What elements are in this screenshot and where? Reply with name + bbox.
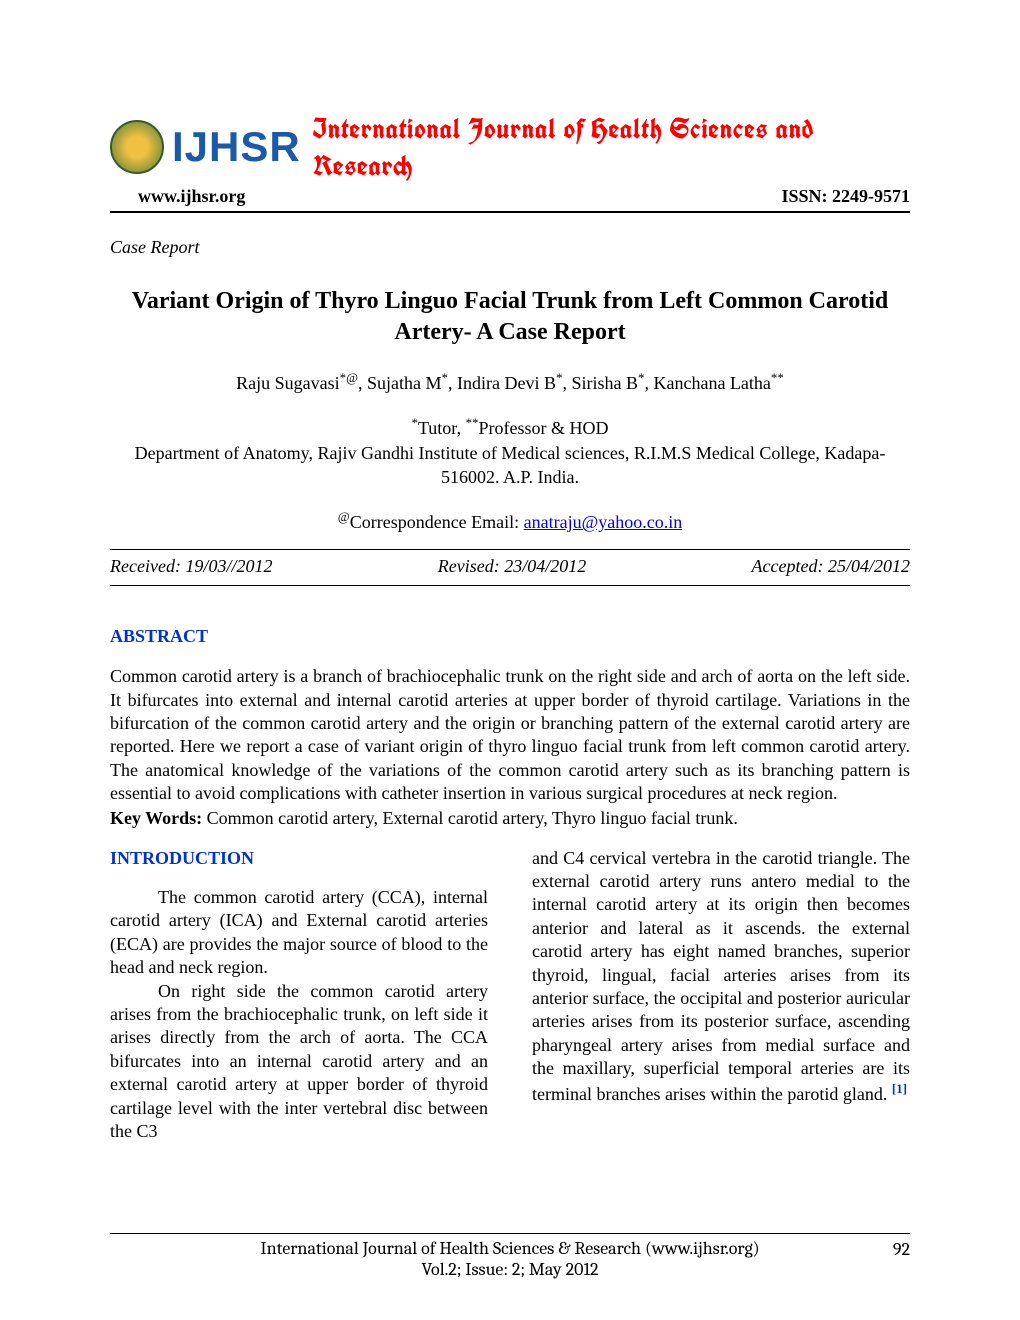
author-list: Raju Sugavasi*@, Sujatha M*, Indira Devi… <box>110 370 910 394</box>
keywords-text: Common carotid artery, External carotid … <box>207 808 738 828</box>
affiliation-dept: Department of Anatomy, Rajiv Gandhi Inst… <box>110 441 910 490</box>
page-footer: International Journal of Health Sciences… <box>110 1221 910 1280</box>
article-title: Variant Origin of Thyro Linguo Facial Tr… <box>110 286 910 348</box>
divider <box>110 549 910 550</box>
date-accepted: Accepted: 25/04/2012 <box>752 556 910 577</box>
journal-logo-icon <box>110 120 164 174</box>
abstract-heading: ABSTRACT <box>110 626 910 647</box>
body-columns: INTRODUCTION The common carotid artery (… <box>110 847 910 1144</box>
dates-row: Received: 19/03//2012 Revised: 23/04/201… <box>110 554 910 579</box>
date-revised: Revised: 23/04/2012 <box>438 556 586 577</box>
left-column: INTRODUCTION The common carotid artery (… <box>110 847 488 1144</box>
journal-header: IJHSR International Journal of Health Sc… <box>110 110 910 184</box>
footer-issue: Vol.2; Issue: 2; May 2012 <box>422 1259 599 1280</box>
intro-para-1: The common carotid artery (CCA), interna… <box>110 886 488 980</box>
section-label: Case Report <box>110 237 910 258</box>
journal-issn: ISSN: 2249-9571 <box>781 186 910 207</box>
correspondence-email[interactable]: anatraju@yahoo.co.in <box>524 512 683 532</box>
date-received: Received: 19/03//2012 <box>110 556 272 577</box>
intro-para-3-text: and C4 cervical vertebra in the carotid … <box>532 848 910 1104</box>
keywords: Key Words: Common carotid artery, Extern… <box>110 808 910 829</box>
affiliation-roles: *Tutor, **Professor & HOD <box>110 414 910 440</box>
journal-logo-text: IJHSR <box>172 126 301 168</box>
journal-title: International Journal of Health Sciences… <box>313 110 910 184</box>
affiliations: *Tutor, **Professor & HOD Department of … <box>110 414 910 489</box>
introduction-heading: INTRODUCTION <box>110 847 488 870</box>
page-number: 92 <box>893 1239 910 1260</box>
right-column: and C4 cervical vertebra in the carotid … <box>532 847 910 1144</box>
abstract-text: Common carotid artery is a branch of bra… <box>110 665 910 805</box>
keywords-label: Key Words: <box>110 808 207 828</box>
correspondence-label: Correspondence Email: <box>350 512 524 532</box>
intro-para-3: and C4 cervical vertebra in the carotid … <box>532 847 910 1106</box>
journal-url[interactable]: www.ijhsr.org <box>110 186 245 207</box>
url-issn-row: www.ijhsr.org ISSN: 2249-9571 <box>110 186 910 213</box>
divider <box>110 585 910 586</box>
correspondence: @Correspondence Email: anatraju@yahoo.co… <box>110 509 910 533</box>
footer-text: International Journal of Health Sciences… <box>110 1234 910 1280</box>
footer-journal: International Journal of Health Sciences… <box>260 1238 759 1259</box>
intro-para-2: On right side the common carotid artery … <box>110 980 488 1144</box>
reference-1[interactable]: [1] <box>892 1081 907 1096</box>
